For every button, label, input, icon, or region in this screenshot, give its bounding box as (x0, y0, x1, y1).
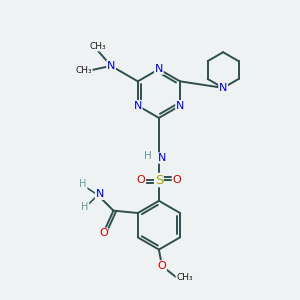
Text: O: O (137, 175, 146, 185)
Text: S: S (155, 173, 163, 187)
Text: O: O (99, 228, 108, 238)
Text: N: N (158, 153, 166, 163)
Text: N: N (219, 83, 227, 93)
Text: H: H (81, 202, 88, 212)
Text: H: H (144, 151, 152, 160)
Text: N: N (134, 101, 142, 111)
Text: O: O (172, 175, 181, 185)
Text: O: O (158, 261, 166, 271)
Text: CH₃: CH₃ (75, 66, 92, 75)
Text: CH₃: CH₃ (176, 273, 193, 282)
Text: N: N (155, 64, 163, 74)
Text: N: N (176, 101, 184, 111)
Text: H: H (80, 179, 87, 189)
Text: N: N (107, 61, 115, 71)
Text: CH₃: CH₃ (89, 42, 106, 51)
Text: N: N (96, 189, 104, 199)
